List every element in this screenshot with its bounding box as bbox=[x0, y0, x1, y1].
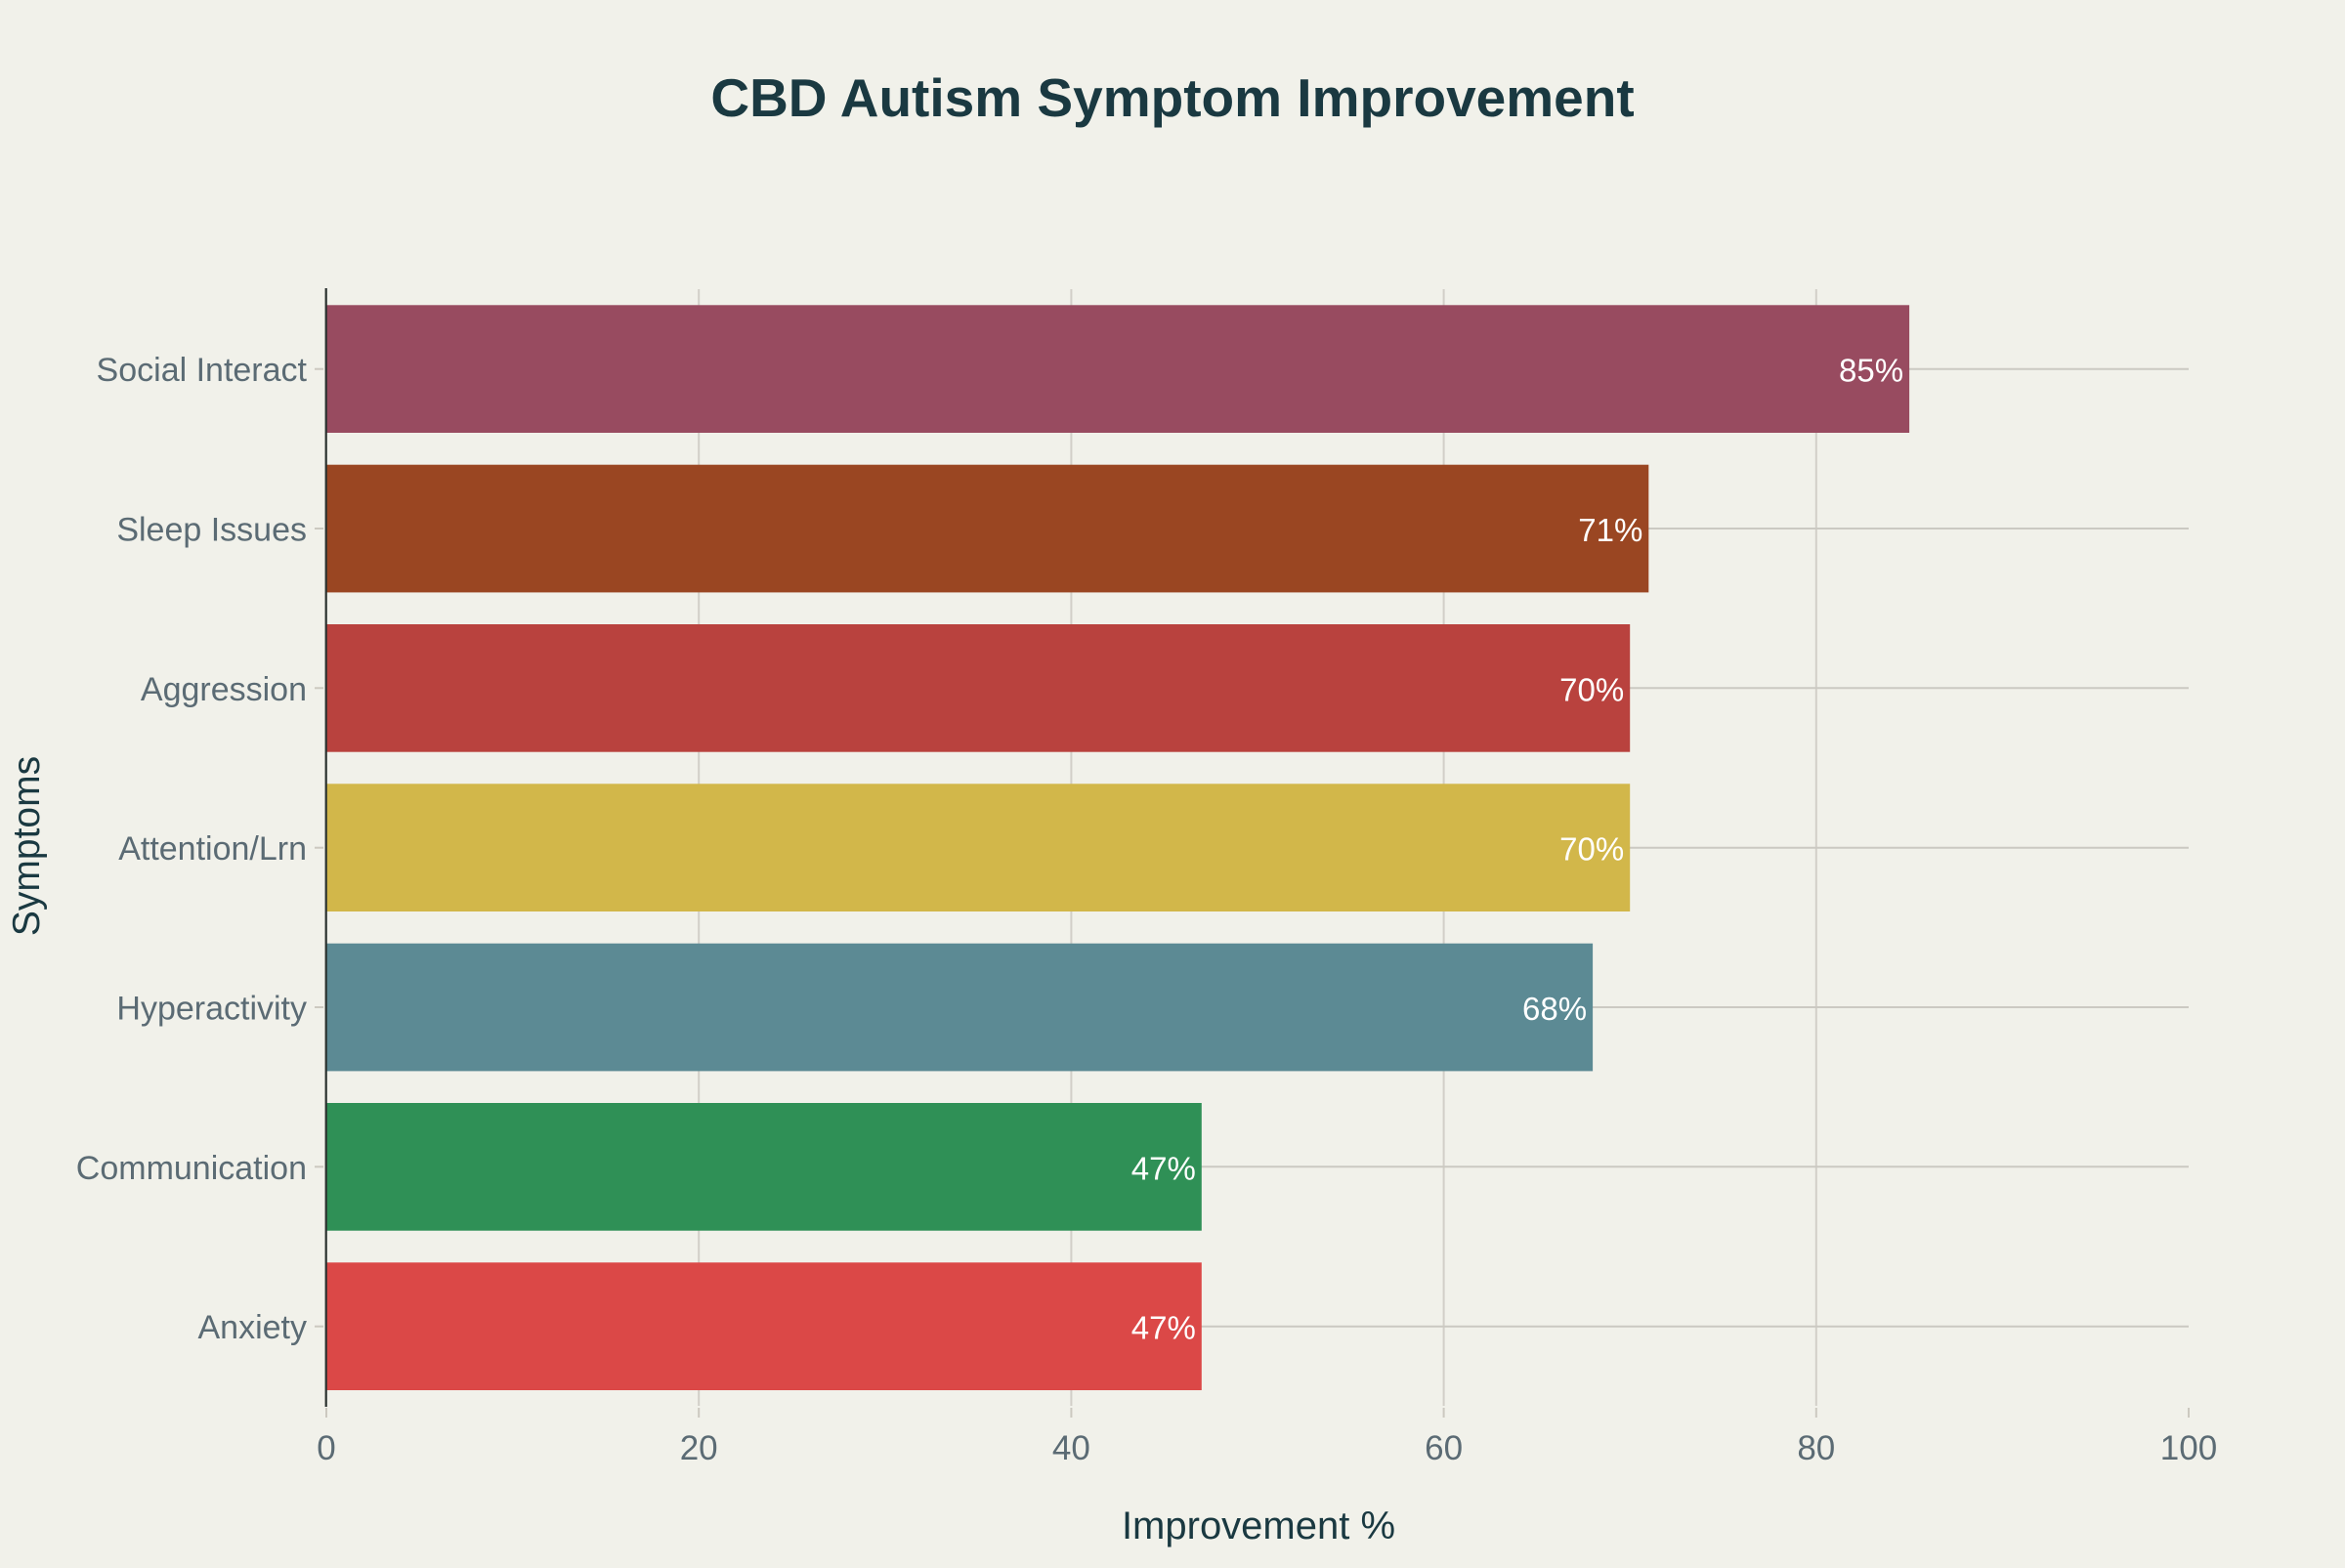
svg-text:70%: 70% bbox=[1559, 831, 1624, 868]
svg-text:85%: 85% bbox=[1839, 353, 1903, 389]
svg-text:Symptoms: Symptoms bbox=[6, 756, 48, 936]
svg-text:Improvement %: Improvement % bbox=[1122, 1504, 1395, 1547]
svg-text:Attention/Lrn: Attention/Lrn bbox=[118, 830, 307, 868]
svg-text:71%: 71% bbox=[1578, 512, 1642, 548]
svg-text:Anxiety: Anxiety bbox=[198, 1309, 308, 1346]
svg-text:40: 40 bbox=[1052, 1429, 1090, 1467]
svg-text:47%: 47% bbox=[1131, 1310, 1196, 1346]
svg-text:60: 60 bbox=[1425, 1429, 1463, 1467]
svg-text:Communication: Communication bbox=[76, 1150, 307, 1187]
svg-text:47%: 47% bbox=[1131, 1150, 1196, 1186]
svg-text:Aggression: Aggression bbox=[141, 671, 307, 708]
svg-text:CBD Autism Symptom Improvement: CBD Autism Symptom Improvement bbox=[710, 67, 1634, 128]
svg-text:68%: 68% bbox=[1522, 991, 1587, 1027]
svg-text:Hyperactivity: Hyperactivity bbox=[116, 991, 307, 1028]
svg-text:80: 80 bbox=[1797, 1429, 1835, 1467]
svg-text:0: 0 bbox=[317, 1429, 335, 1467]
svg-text:70%: 70% bbox=[1559, 671, 1624, 707]
svg-text:Social Interact: Social Interact bbox=[97, 352, 308, 389]
svg-text:100: 100 bbox=[2160, 1429, 2217, 1467]
svg-text:20: 20 bbox=[680, 1429, 718, 1467]
svg-text:Sleep Issues: Sleep Issues bbox=[116, 512, 307, 549]
